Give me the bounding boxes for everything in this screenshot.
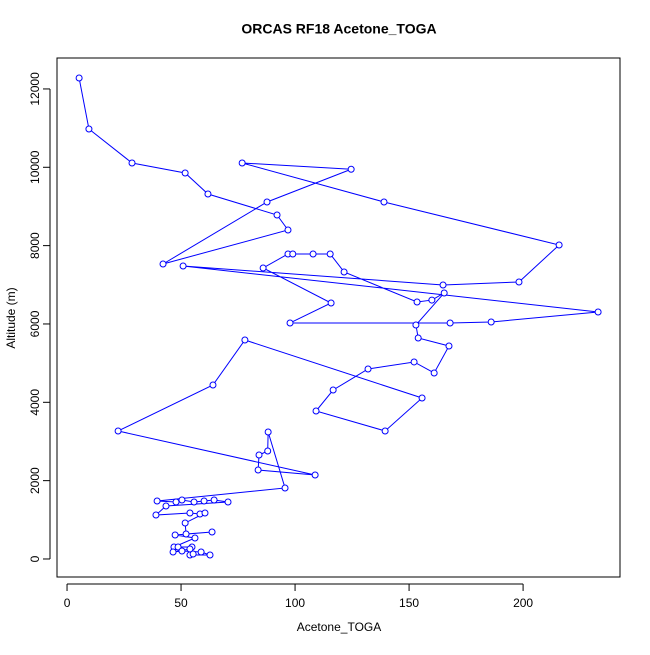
data-point — [428, 296, 436, 304]
data-point — [289, 250, 297, 258]
x-tick-label: 0 — [64, 596, 71, 610]
data-point — [238, 159, 246, 167]
data-point — [418, 394, 426, 402]
data-point — [128, 159, 136, 167]
data-point — [181, 169, 189, 177]
data-point — [312, 407, 320, 415]
data-point — [255, 451, 263, 459]
data-point — [191, 534, 199, 542]
data-point — [201, 509, 209, 517]
data-point — [440, 289, 448, 297]
data-point — [241, 336, 249, 344]
data-point — [259, 264, 267, 272]
y-tick-label: 10000 — [28, 150, 42, 184]
data-point — [284, 226, 292, 234]
data-point — [114, 427, 122, 435]
y-tick-label: 12000 — [28, 72, 42, 106]
plot-frame — [56, 57, 621, 578]
data-point — [197, 548, 205, 556]
y-tick-label: 6000 — [28, 310, 42, 337]
data-point — [210, 496, 218, 504]
data-point — [364, 365, 372, 373]
data-line — [78, 77, 599, 556]
data-point — [181, 519, 189, 527]
data-point — [555, 241, 563, 249]
data-point — [209, 381, 217, 389]
data-point — [286, 319, 294, 327]
data-point — [254, 466, 262, 474]
data-point — [446, 319, 454, 327]
data-point — [340, 268, 348, 276]
data-point — [224, 498, 232, 506]
data-point — [311, 471, 319, 479]
data-point — [273, 211, 281, 219]
data-point — [410, 358, 418, 366]
data-point — [200, 497, 208, 505]
data-point — [430, 369, 438, 377]
data-point — [263, 198, 271, 206]
data-point — [190, 498, 198, 506]
data-point — [169, 548, 177, 556]
data-point — [159, 260, 167, 268]
data-point — [326, 250, 334, 258]
x-tick-label: 200 — [513, 596, 533, 610]
data-point — [380, 198, 388, 206]
x-tick-label: 50 — [174, 596, 188, 610]
data-point — [171, 531, 179, 539]
data-point — [182, 530, 190, 538]
data-point — [172, 498, 180, 506]
data-point — [445, 342, 453, 350]
data-point — [264, 428, 272, 436]
data-point — [329, 386, 337, 394]
chart-title: ORCAS RF18 Acetone_TOGA — [241, 21, 436, 37]
data-point — [412, 321, 420, 329]
data-point — [594, 308, 602, 316]
data-point — [189, 550, 197, 558]
data-point — [75, 74, 83, 82]
data-point — [381, 427, 389, 435]
data-point — [309, 250, 317, 258]
data-point — [347, 165, 355, 173]
data-point — [487, 318, 495, 326]
x-tick-label: 150 — [399, 596, 419, 610]
data-point — [206, 551, 214, 559]
data-point — [413, 298, 421, 306]
y-axis-label: Altitude (m) — [4, 287, 18, 348]
data-point — [208, 528, 216, 536]
data-point — [152, 511, 160, 519]
data-point — [178, 496, 186, 504]
x-axis-label: Acetone_TOGA — [297, 620, 382, 634]
y-tick-label: 2000 — [28, 467, 42, 494]
data-point — [204, 190, 212, 198]
data-point — [153, 497, 161, 505]
data-point — [179, 262, 187, 270]
data-point — [439, 281, 447, 289]
y-tick-label: 0 — [28, 555, 42, 562]
data-point — [515, 278, 523, 286]
data-point — [281, 484, 289, 492]
x-tick-label: 100 — [285, 596, 305, 610]
data-point — [327, 299, 335, 307]
data-point — [264, 447, 272, 455]
data-point — [414, 334, 422, 342]
data-point — [162, 502, 170, 510]
data-point — [178, 547, 186, 555]
data-point — [85, 125, 93, 133]
data-point — [186, 509, 194, 517]
y-tick-label: 8000 — [28, 232, 42, 259]
y-tick-label: 4000 — [28, 389, 42, 416]
